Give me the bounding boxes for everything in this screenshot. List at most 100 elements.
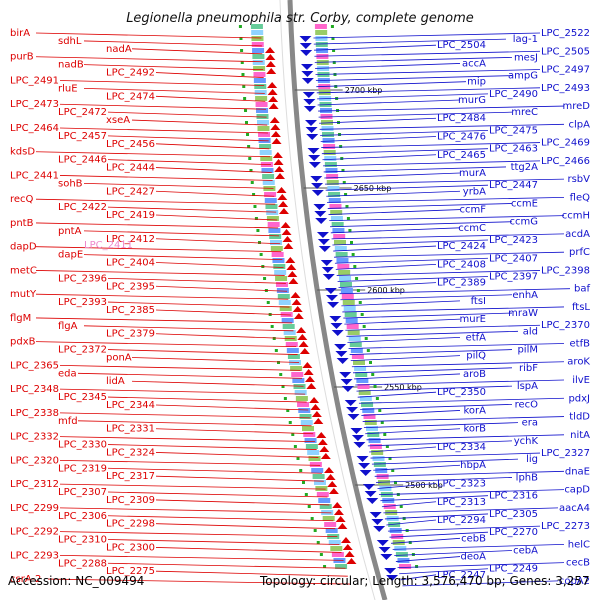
gc-marker xyxy=(259,253,263,256)
feature-bar xyxy=(252,60,265,65)
label-leader-line xyxy=(351,361,565,368)
reverse-gene-arrow xyxy=(353,442,366,448)
label-leader-line xyxy=(59,554,344,561)
forward-gene-arrow xyxy=(265,47,276,53)
reverse-gene-label: LPC_2247 xyxy=(437,570,486,581)
feature-bar xyxy=(330,210,343,215)
reverse-gene-arrow xyxy=(380,554,393,560)
reverse-gene-layer xyxy=(299,36,399,581)
feature-bar xyxy=(262,174,275,179)
reverse-gene-label: ttg2A xyxy=(511,162,539,173)
tick-label: 2500 kbp xyxy=(405,481,443,490)
forward-gene-label: LPC_2320 xyxy=(10,455,59,466)
forward-gene-label: LPC_2472 xyxy=(58,107,107,118)
forward-gene-label: LPC_2365 xyxy=(10,360,59,371)
reverse-gene-label: LPC_2389 xyxy=(437,278,486,289)
gc-marker xyxy=(351,253,355,256)
label-leader-line xyxy=(354,373,461,380)
label-leader-line xyxy=(373,464,461,471)
reverse-gene-label: mip xyxy=(467,77,486,88)
forward-gene-arrow xyxy=(288,278,299,284)
label-leader-line xyxy=(322,154,437,161)
feature-bar xyxy=(324,522,337,527)
label-leader-line xyxy=(346,330,519,337)
feature-bar xyxy=(356,378,369,383)
label-leader-line xyxy=(332,239,489,246)
gc-marker xyxy=(319,553,323,556)
label-leader-line xyxy=(361,410,461,416)
forward-gene-label: LPC_2344 xyxy=(106,400,155,411)
gc-marker xyxy=(274,349,278,352)
feature-bar xyxy=(266,210,279,215)
reverse-gene-label: ilvE xyxy=(572,375,590,386)
gc-marker xyxy=(283,397,287,400)
gc-marker xyxy=(316,541,320,544)
feature-bar xyxy=(260,156,273,161)
feature-bar xyxy=(298,408,311,413)
label-leader-line xyxy=(107,444,317,450)
feature-bar xyxy=(334,240,346,245)
feature-bar xyxy=(251,30,264,35)
feature-bar xyxy=(312,474,325,479)
forward-gene-arrow xyxy=(332,502,343,508)
feature-bar xyxy=(318,498,331,503)
tick-label: 2600 kbp xyxy=(367,286,405,295)
gc-marker xyxy=(310,517,314,520)
label-leader-line xyxy=(383,507,559,514)
forward-gene-arrow xyxy=(317,439,328,445)
feature-bar xyxy=(334,246,347,251)
reverse-gene-label: fleQ xyxy=(570,192,590,203)
reverse-gene-label: LPC_2505 xyxy=(541,46,590,57)
label-leader-line xyxy=(321,148,489,155)
forward-gene-label: LPC_2299 xyxy=(10,503,59,514)
forward-gene-arrow xyxy=(273,159,284,165)
feature-bar xyxy=(309,462,322,467)
label-leader-line xyxy=(363,422,519,429)
label-leader-line xyxy=(369,446,437,453)
feature-bar xyxy=(315,42,328,47)
forward-gene-arrow xyxy=(278,201,289,207)
label-leader-line xyxy=(321,142,541,148)
forward-gene-label: mfd xyxy=(58,416,78,427)
forward-gene-label: LPC_2292 xyxy=(10,527,59,538)
feature-bar xyxy=(350,348,363,353)
label-leader-line xyxy=(338,282,437,289)
label-leader-line xyxy=(59,80,265,86)
forward-gene-arrow xyxy=(346,558,357,564)
label-leader-line xyxy=(107,515,334,522)
feature-bar xyxy=(271,252,284,257)
left-label-layer: birA sdhL nadA purB nadB LPC_2492 LPC_2491rluE… xyxy=(10,28,350,585)
forward-gene-arrow xyxy=(340,537,351,543)
feature-bar xyxy=(255,96,268,101)
label-leader-line xyxy=(334,257,489,264)
feature-bar xyxy=(252,48,265,53)
reverse-gene-label: LPC_2305 xyxy=(489,509,538,520)
reverse-gene-label: LPC_2270 xyxy=(489,527,538,538)
feature-bar xyxy=(254,84,267,89)
forward-gene-label: LPC_2293 xyxy=(10,550,59,561)
label-leader-line xyxy=(83,64,264,71)
gc-marker xyxy=(362,325,366,328)
forward-gene-arrow xyxy=(304,376,315,382)
gc-marker xyxy=(263,277,267,280)
feature-bar xyxy=(265,204,278,209)
label-leader-line xyxy=(155,570,348,577)
forward-gene-arrow xyxy=(269,117,280,123)
gc-marker xyxy=(339,145,343,148)
feature-bar xyxy=(324,162,337,167)
label-leader-line xyxy=(35,246,282,253)
forward-gene-arrow xyxy=(287,271,298,277)
label-leader-line xyxy=(389,531,489,538)
feature-bar xyxy=(323,144,336,149)
label-leader-line xyxy=(313,32,541,39)
feature-bar xyxy=(270,240,282,245)
feature-bar xyxy=(325,528,338,533)
label-leader-line xyxy=(155,143,270,150)
forward-gene-arrow xyxy=(285,257,296,263)
reverse-gene-label: ribF xyxy=(519,363,538,374)
forward-gene-label: LPC_2330 xyxy=(58,440,107,451)
feature-bar-layer xyxy=(238,24,419,569)
label-leader-line xyxy=(35,151,271,158)
reverse-gene-label: ccmG xyxy=(510,217,539,228)
reverse-gene-label: yrbA xyxy=(463,186,486,197)
